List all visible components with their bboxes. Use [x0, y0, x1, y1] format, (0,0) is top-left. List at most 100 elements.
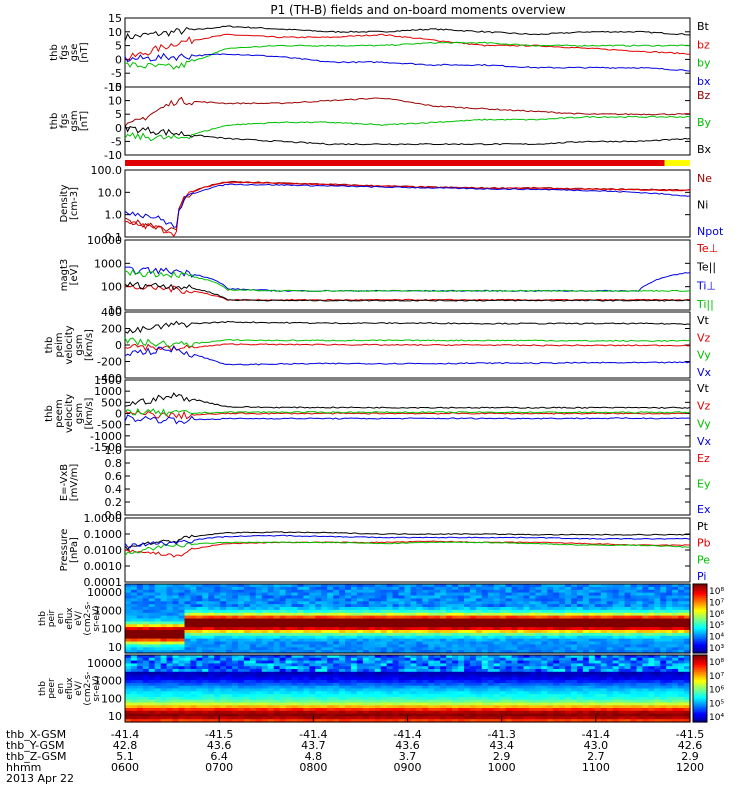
- spec-cell: [440, 708, 447, 712]
- spec-cell: [410, 618, 417, 622]
- spec-cell: [130, 589, 138, 594]
- spec-cell: [202, 657, 209, 662]
- spec-cell: [505, 630, 513, 634]
- spec-cell: [315, 708, 322, 712]
- spec-cell: [481, 615, 489, 620]
- spec-cell: [297, 630, 304, 634]
- spec-cell: [553, 694, 560, 698]
- spec-cell: [458, 657, 465, 662]
- spec-cell: [577, 705, 584, 709]
- y-tick-label: 1.0: [105, 209, 123, 222]
- spec-cell: [285, 612, 293, 617]
- spec-cell: [125, 584, 132, 588]
- spec-cell: [279, 671, 287, 676]
- spec-cell: [666, 607, 673, 611]
- spec-cell: [243, 641, 251, 645]
- spec-cell: [315, 592, 322, 597]
- spec-cell: [238, 618, 245, 622]
- spec-cell: [505, 682, 513, 687]
- spec-cell: [208, 595, 215, 599]
- spec-cell: [428, 630, 435, 634]
- spec-cell: [469, 674, 477, 678]
- spec-cell: [345, 710, 352, 715]
- spec-cell: [582, 589, 590, 594]
- spec-cell: [190, 589, 197, 594]
- orbit-value: 42.8: [113, 739, 138, 752]
- spec-cell: [582, 696, 590, 701]
- spec-cell: [541, 595, 548, 599]
- spec-cell: [148, 592, 156, 597]
- spec-cell: [208, 671, 215, 676]
- spec-cell: [345, 682, 352, 687]
- spec-cell: [238, 671, 245, 676]
- spec-cell: [190, 671, 197, 676]
- spec-cell: [517, 607, 524, 611]
- spec-cell: [529, 584, 536, 588]
- spec-cell: [136, 705, 144, 709]
- spec-cell: [345, 601, 352, 605]
- spec-cell: [517, 595, 524, 599]
- spec-cell: [553, 696, 560, 701]
- spec-cell: [446, 601, 453, 605]
- spec-cell: [285, 604, 293, 608]
- spec-cell: [672, 666, 679, 670]
- spec-cell: [469, 663, 477, 667]
- spec-cell: [202, 655, 209, 659]
- spec-cell: [458, 638, 465, 643]
- spec-cell: [624, 666, 632, 670]
- spec-cell: [154, 685, 162, 690]
- legend-bx: Bx: [697, 143, 712, 156]
- spec-cell: [291, 647, 298, 651]
- spec-cell: [660, 719, 667, 723]
- spec-cell: [125, 674, 132, 678]
- spec-cell: [606, 595, 614, 599]
- spec-cell: [404, 586, 411, 591]
- spec-cell: [684, 612, 691, 617]
- spec-cell: [428, 716, 435, 720]
- spec-cell: [190, 630, 197, 634]
- spec-cell: [422, 708, 429, 712]
- spec-cell: [416, 663, 423, 667]
- spec-cell: [178, 657, 185, 662]
- spec-cell: [493, 601, 501, 605]
- spec-cell: [190, 691, 197, 695]
- spec-cell: [452, 680, 459, 684]
- spec-cell: [499, 685, 507, 690]
- spec-cell: [475, 635, 483, 640]
- spec-cell: [351, 627, 358, 631]
- spec-cell: [249, 671, 257, 676]
- spec-cell: [356, 713, 364, 717]
- spec-cell: [505, 598, 513, 602]
- panel-frame: [124, 169, 691, 238]
- spec-cell: [267, 647, 275, 651]
- spec-cell: [184, 708, 191, 712]
- spec-cell: [678, 702, 685, 706]
- spec-cell: [249, 609, 257, 614]
- spec-cell: [577, 630, 584, 634]
- spec-cell: [678, 592, 685, 597]
- spec-cell: [446, 644, 453, 648]
- spec-cell: [172, 660, 180, 664]
- orbit-value: -41.4: [111, 728, 139, 741]
- spec-cell: [577, 663, 584, 667]
- spec-cell: [588, 666, 596, 670]
- spec-cell: [404, 627, 411, 631]
- spec-cell: [386, 627, 394, 631]
- spec-cell: [517, 716, 524, 720]
- spec-cell: [666, 663, 673, 667]
- spec-cell: [303, 657, 310, 662]
- spec-cell: [154, 708, 162, 712]
- spec-cell: [208, 598, 215, 602]
- spec-cell: [600, 604, 608, 608]
- spec-cell: [309, 663, 316, 667]
- spec-cell: [261, 674, 269, 678]
- spec-cell: [618, 719, 626, 723]
- spec-cell: [428, 710, 435, 715]
- spec-cell: [297, 644, 304, 648]
- series-vz: [124, 343, 691, 352]
- spec-cell: [184, 696, 191, 701]
- y-axis-label: [km/s]: [84, 397, 95, 429]
- spec-cell: [535, 708, 542, 712]
- spec-cell: [327, 586, 334, 591]
